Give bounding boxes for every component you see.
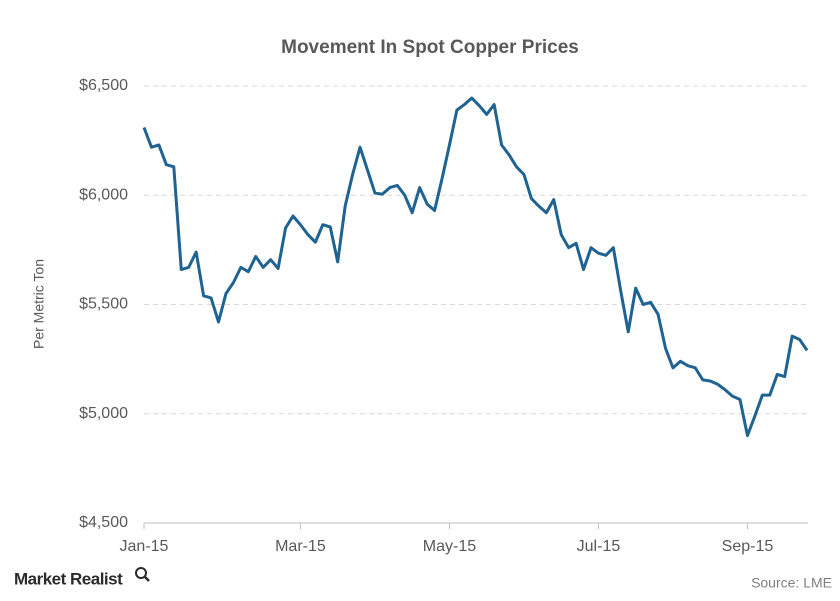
y-tick-label: $6,000 bbox=[79, 186, 128, 203]
y-axis-label: Per Metric Ton bbox=[31, 259, 47, 349]
y-tick-label: $4,500 bbox=[79, 514, 128, 531]
chart-title: Movement In Spot Copper Prices bbox=[281, 37, 579, 58]
x-tick-label: Jul-15 bbox=[577, 538, 621, 555]
x-tick-label: Sep-15 bbox=[722, 538, 774, 555]
y-tick-label: $5,000 bbox=[79, 405, 128, 422]
x-tick-label: May-15 bbox=[423, 538, 476, 555]
price-line bbox=[142, 96, 809, 438]
y-tick-label: $6,500 bbox=[79, 77, 128, 94]
x-tick-label: Jan-15 bbox=[120, 538, 169, 555]
logo: Market Realist bbox=[14, 569, 123, 588]
source: Source: LME bbox=[751, 575, 832, 591]
logo-icon bbox=[135, 567, 150, 582]
x-tick-label: Mar-15 bbox=[275, 538, 326, 555]
y-tick-label: $5,500 bbox=[79, 296, 128, 313]
